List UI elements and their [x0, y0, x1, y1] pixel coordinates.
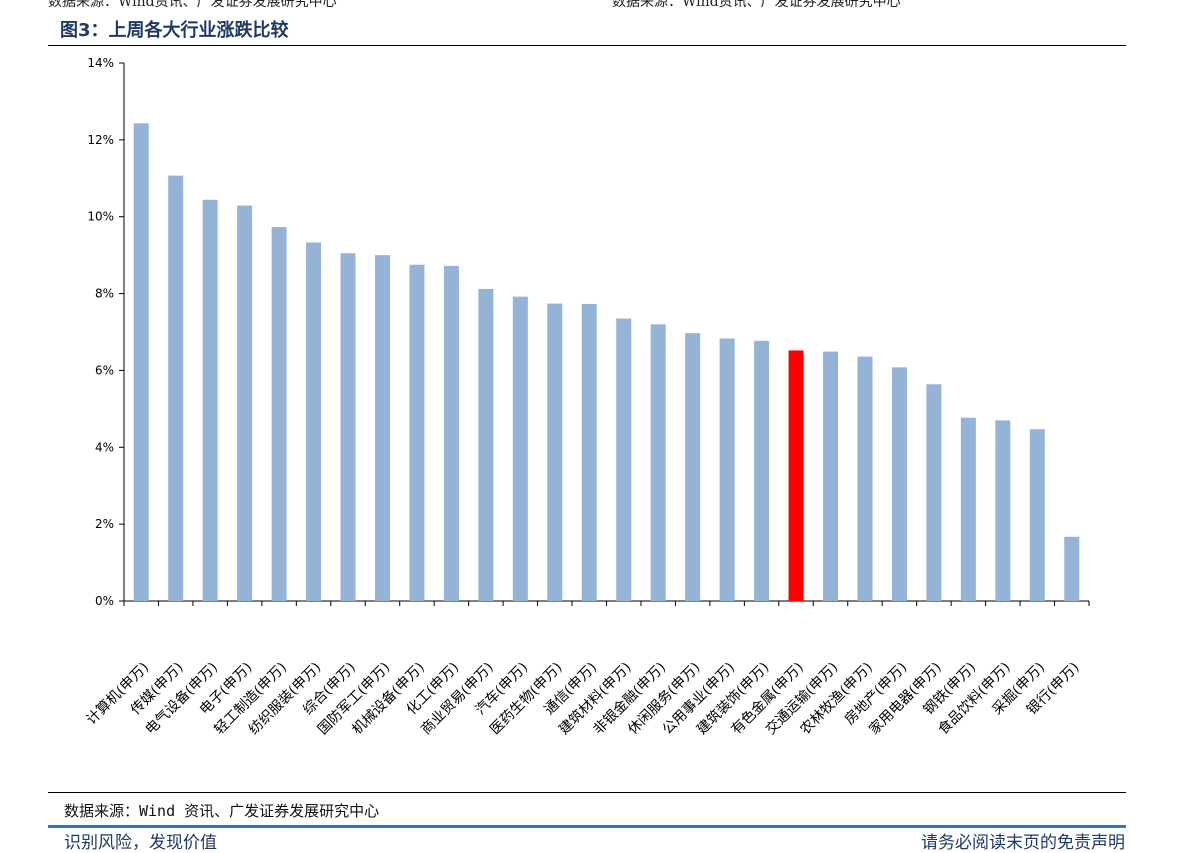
bar-24 — [926, 384, 942, 601]
bar-6 — [306, 242, 322, 601]
y-tick-label: 6% — [95, 363, 114, 377]
bar-18 — [719, 338, 735, 601]
bar-16 — [650, 324, 666, 601]
bar-15 — [616, 318, 632, 601]
data-source-note: 数据来源：Wind 资讯、广发证券发展研究中心 — [64, 802, 380, 820]
bar-19 — [754, 340, 770, 601]
bar-12 — [512, 296, 528, 601]
x-axis — [123, 600, 1090, 606]
bar-14 — [581, 303, 597, 601]
bar-28 — [1064, 536, 1080, 601]
bar-22 — [857, 356, 873, 601]
bar-26 — [995, 420, 1011, 601]
bar-chart: 0% 2% 4% 6% 8% 10% 12% 14% 计算机(申万)传媒(申万)电气设备(申万… — [84, 56, 1090, 738]
bar-25 — [960, 417, 976, 601]
bar-17 — [685, 333, 701, 601]
bars — [133, 123, 1080, 602]
bar-10 — [443, 265, 459, 601]
x-tick-labels: 计算机(申万)传媒(申万)电气设备(申万)电子(申万)轻工制造(申万)纺织服装(… — [84, 659, 1083, 738]
y-tick-label: 8% — [95, 287, 114, 301]
bar-7 — [340, 253, 356, 601]
y-tick-label: 2% — [95, 517, 114, 531]
bar-8 — [374, 255, 390, 601]
y-axis: 0% 2% 4% 6% 8% 10% 12% 14% — [87, 56, 125, 608]
bar-27 — [1029, 429, 1045, 601]
bar-13 — [547, 303, 563, 601]
bar-2 — [168, 175, 184, 602]
bar-20 — [788, 350, 804, 601]
footer-line — [48, 825, 1126, 828]
top-rule — [48, 45, 1126, 46]
bar-23 — [891, 367, 907, 601]
bar-3 — [202, 199, 218, 601]
y-tick-label: 12% — [87, 133, 114, 147]
y-tick-label: 10% — [87, 210, 114, 224]
bar-11 — [478, 288, 494, 601]
footer-slogan: 识别风险，发现价值 — [64, 833, 217, 853]
figure-title: 图3：上周各大行业涨跌比较 — [60, 20, 289, 41]
bar-21 — [823, 351, 839, 601]
y-tick-label: 4% — [95, 440, 114, 454]
bar-9 — [409, 264, 425, 601]
y-tick-label: 14% — [87, 56, 114, 70]
top-cut-source-left: 数据来源：Wind资讯、广发证券发展研究中心 — [48, 0, 337, 9]
bar-4 — [237, 205, 253, 601]
bar-5 — [271, 227, 287, 601]
y-tick-label: 0% — [95, 594, 114, 608]
bar-1 — [133, 123, 149, 601]
footer-disclaimer-link[interactable]: 请务必阅读末页的免责声明 — [921, 833, 1125, 853]
bottom-rule — [48, 792, 1126, 793]
top-cut-source-right: 数据来源：Wind资讯、广发证券发展研究中心 — [612, 0, 901, 9]
